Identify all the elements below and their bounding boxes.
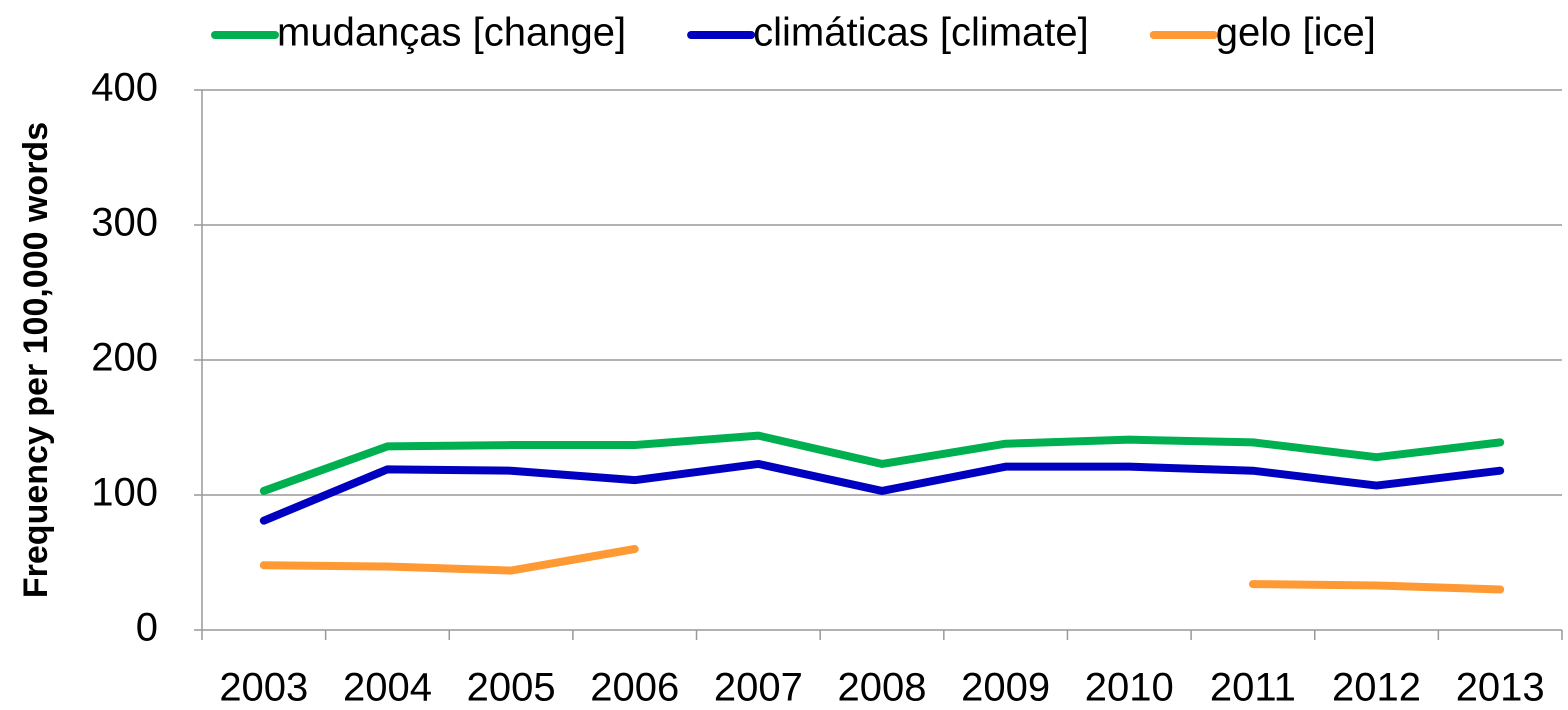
y-tick-label: 0 — [136, 606, 158, 650]
x-tick-label: 2011 — [1210, 666, 1296, 710]
x-tick-label: 2013 — [1456, 666, 1545, 710]
series-line — [259, 545, 1505, 594]
y-tick-label: 300 — [91, 201, 158, 245]
series-line — [259, 431, 1505, 495]
legend-label: mudanças [change] — [277, 11, 626, 55]
x-tick-label: 2005 — [467, 666, 556, 710]
x-tick-label: 2010 — [1085, 666, 1174, 710]
x-tick-label: 2008 — [838, 666, 927, 710]
series-line — [259, 459, 1505, 525]
x-tick-label: 2007 — [714, 666, 803, 710]
x-tick-label: 2012 — [1332, 666, 1421, 710]
x-tick-label: 2006 — [590, 666, 679, 710]
y-tick-label: 400 — [91, 66, 158, 110]
legend-label: gelo [ice] — [1216, 11, 1376, 55]
x-tick-label: 2003 — [219, 666, 308, 710]
y-tick-label: 100 — [91, 471, 158, 515]
y-tick-label: 200 — [91, 336, 158, 380]
x-tick-label: 2004 — [343, 666, 432, 710]
legend-label: climáticas [climate] — [753, 11, 1089, 55]
x-tick-label: 2009 — [961, 666, 1050, 710]
y-axis-label: Frequency per 100,000 words — [17, 122, 55, 598]
